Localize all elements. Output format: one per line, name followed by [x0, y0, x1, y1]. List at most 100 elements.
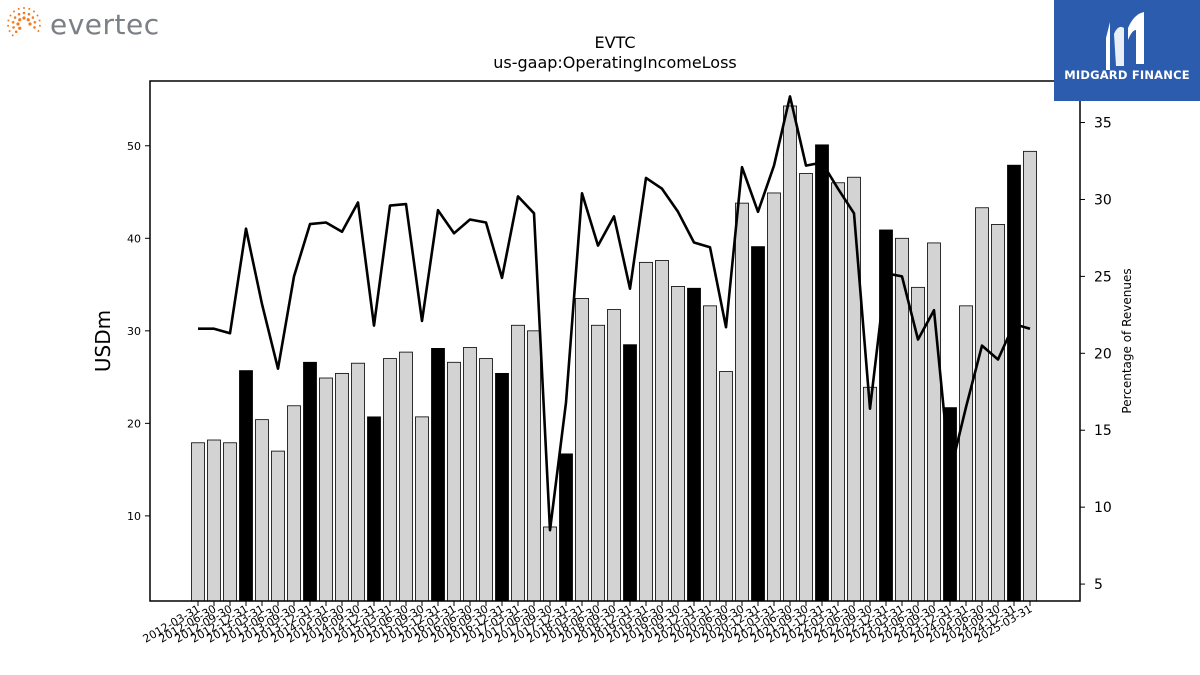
bar [703, 305, 717, 602]
bar [735, 202, 749, 602]
y-tick-label: 20 [127, 417, 141, 430]
logo-dot [31, 16, 35, 19]
bar [447, 361, 461, 602]
bar [287, 405, 301, 602]
bar [767, 192, 781, 602]
midgard-m-icon [1106, 12, 1144, 70]
y-axis-ticks: 10 20 30 40 50 [127, 140, 150, 523]
y2-axis-ticks: 5 10 15 20 25 30 35 [1080, 116, 1112, 593]
bar [959, 305, 973, 602]
y2-axis-label: Percentage of Revenues [1120, 268, 1134, 413]
y-tick-label: 30 [127, 325, 141, 338]
bar [383, 358, 397, 602]
logo-dot [18, 18, 22, 22]
bar [415, 416, 429, 602]
logo-dot [7, 19, 10, 22]
bar [463, 347, 477, 602]
midgard-finance-wordmark: MIDGARD FINANCE [1064, 68, 1190, 82]
y-tick-label: 10 [127, 510, 141, 523]
logo-dot [11, 34, 14, 37]
bar [191, 442, 205, 602]
bar [351, 362, 365, 602]
bar [815, 144, 829, 602]
bar [335, 372, 349, 602]
logo-dot [11, 20, 15, 24]
logo-dot [17, 7, 20, 10]
bar [543, 526, 557, 602]
y-tick-label: 40 [127, 232, 141, 245]
logo-dot [13, 10, 16, 13]
bar [495, 372, 509, 602]
bar [575, 298, 589, 602]
logo-dot [12, 26, 15, 29]
bar [271, 450, 285, 602]
logo-dot [38, 19, 41, 22]
logo-dot [28, 22, 32, 26]
logo-dot [18, 26, 22, 30]
bar [479, 358, 493, 602]
logo-dot [16, 22, 20, 26]
bar [991, 224, 1005, 602]
bar [719, 371, 733, 602]
logo-dot [33, 20, 37, 24]
logo-dot [38, 24, 41, 27]
bar-series [191, 105, 1037, 602]
bar [975, 207, 989, 602]
evertec-dots-icon [7, 7, 41, 37]
bar [239, 370, 253, 602]
bar [863, 386, 877, 602]
bar [399, 351, 413, 602]
percentage-line [198, 95, 1031, 532]
y2-tick-label: 35 [1094, 116, 1112, 132]
logo-dot [14, 30, 18, 34]
bar [1023, 150, 1037, 602]
bar [831, 182, 845, 602]
bar [639, 261, 653, 602]
y2-tick-label: 20 [1094, 346, 1112, 362]
logo-dot [17, 12, 21, 16]
logo-dot [26, 18, 30, 22]
logo-dot [28, 7, 31, 10]
logo-dot [7, 24, 10, 27]
chart-title: EVTC [594, 33, 635, 52]
evertec-logo: evertec [4, 4, 160, 44]
y2-tick-label: 15 [1094, 423, 1112, 439]
line-series [198, 95, 1031, 532]
bar [783, 105, 797, 602]
bar [655, 260, 669, 602]
logo-dot [23, 7, 25, 9]
logo-dot [27, 12, 31, 16]
bar [1007, 164, 1021, 602]
logo-dot [37, 29, 40, 32]
bar [511, 324, 525, 602]
chart-subtitle: us-gaap:OperatingIncomeLoss [493, 53, 737, 72]
bar [527, 330, 541, 602]
logo-dot [13, 16, 17, 19]
bar [671, 286, 685, 602]
bar [623, 344, 637, 602]
logo-dot [32, 10, 35, 13]
y2-tick-label: 30 [1094, 192, 1112, 208]
bar [591, 324, 605, 602]
bar [223, 442, 237, 602]
logo-dot [22, 16, 26, 20]
logo-dot [22, 11, 26, 15]
bar [303, 361, 317, 602]
y-tick-label: 50 [127, 140, 141, 153]
y2-tick-label: 25 [1094, 269, 1112, 285]
bar [927, 242, 941, 602]
y2-tick-label: 10 [1094, 500, 1112, 516]
y-axis-label: USDm [91, 310, 115, 372]
logo-dot [36, 14, 39, 17]
bar [687, 287, 701, 602]
bar [207, 439, 221, 602]
bar [367, 416, 381, 602]
evertec-wordmark: evertec [50, 7, 160, 41]
bar [847, 176, 861, 602]
midgard-finance-logo: MIDGARD FINANCE [1054, 0, 1200, 101]
bar [431, 348, 445, 602]
bar [607, 309, 621, 602]
plot-frame [149, 80, 1081, 602]
y2-tick-label: 5 [1094, 577, 1103, 593]
